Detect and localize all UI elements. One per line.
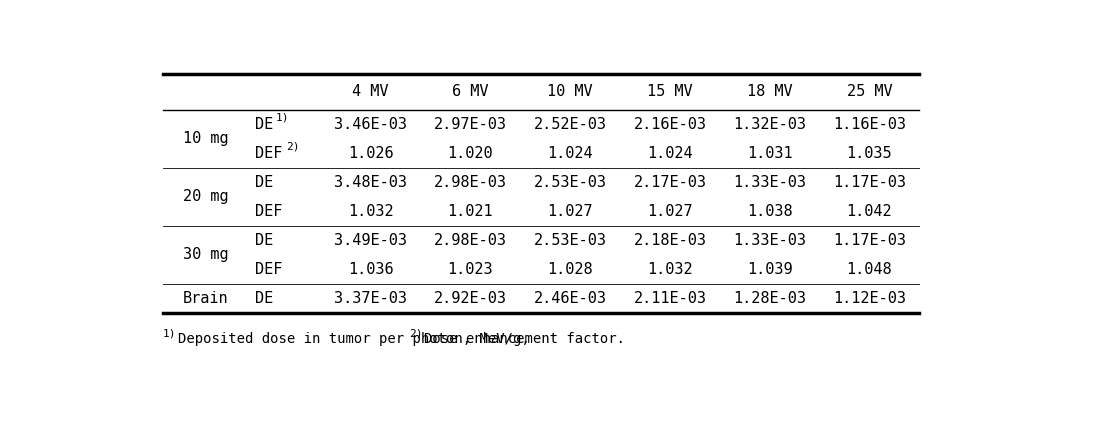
Text: 1.038: 1.038 xyxy=(747,204,792,219)
Text: 1.026: 1.026 xyxy=(348,146,394,161)
Text: 2.17E-03: 2.17E-03 xyxy=(634,175,706,190)
Text: 6 MV: 6 MV xyxy=(452,85,488,99)
Text: 1): 1) xyxy=(163,328,177,338)
Text: 2.16E-03: 2.16E-03 xyxy=(634,117,706,132)
Text: 1.33E-03: 1.33E-03 xyxy=(733,175,806,190)
Text: 1.021: 1.021 xyxy=(448,204,493,219)
Text: 1.032: 1.032 xyxy=(647,262,693,277)
Text: 1.035: 1.035 xyxy=(847,146,892,161)
Text: Deposited dose in tumor per photon, MeV/g,: Deposited dose in tumor per photon, MeV/… xyxy=(178,332,547,346)
Text: 3.46E-03: 3.46E-03 xyxy=(334,117,407,132)
Text: 1.023: 1.023 xyxy=(448,262,493,277)
Text: 1.024: 1.024 xyxy=(548,146,593,161)
Text: 18 MV: 18 MV xyxy=(747,85,792,99)
Text: 4 MV: 4 MV xyxy=(352,85,389,99)
Text: 2.11E-03: 2.11E-03 xyxy=(634,291,706,306)
Text: 20 mg: 20 mg xyxy=(183,190,229,204)
Text: 1.020: 1.020 xyxy=(448,146,493,161)
Text: 10 mg: 10 mg xyxy=(183,131,229,146)
Text: DEF: DEF xyxy=(255,204,283,219)
Text: 1.036: 1.036 xyxy=(348,262,394,277)
Text: Dose enhancement factor.: Dose enhancement factor. xyxy=(425,332,626,346)
Text: 1.024: 1.024 xyxy=(647,146,693,161)
Text: 1.031: 1.031 xyxy=(747,146,792,161)
Text: DE: DE xyxy=(255,117,274,132)
Text: DE: DE xyxy=(255,233,274,248)
Text: 2.97E-03: 2.97E-03 xyxy=(433,117,507,132)
Text: 2.98E-03: 2.98E-03 xyxy=(433,233,507,248)
Text: 1.039: 1.039 xyxy=(747,262,792,277)
Text: DE: DE xyxy=(255,175,274,190)
Text: 1.027: 1.027 xyxy=(647,204,693,219)
Text: 1.042: 1.042 xyxy=(847,204,892,219)
Text: 1.16E-03: 1.16E-03 xyxy=(833,117,906,132)
Text: 1.027: 1.027 xyxy=(548,204,593,219)
Text: 2.53E-03: 2.53E-03 xyxy=(534,175,606,190)
Text: 2): 2) xyxy=(286,142,299,152)
Text: DEF: DEF xyxy=(255,262,283,277)
Text: 1.032: 1.032 xyxy=(348,204,394,219)
Text: Brain: Brain xyxy=(183,291,229,306)
Text: 10 MV: 10 MV xyxy=(548,85,593,99)
Text: 3.48E-03: 3.48E-03 xyxy=(334,175,407,190)
Text: 1.17E-03: 1.17E-03 xyxy=(833,233,906,248)
Text: 2.98E-03: 2.98E-03 xyxy=(433,175,507,190)
Text: 1.12E-03: 1.12E-03 xyxy=(833,291,906,306)
Text: 2): 2) xyxy=(409,328,422,338)
Text: 2.46E-03: 2.46E-03 xyxy=(534,291,606,306)
Text: 1): 1) xyxy=(276,113,289,123)
Text: 1.17E-03: 1.17E-03 xyxy=(833,175,906,190)
Text: 1.048: 1.048 xyxy=(847,262,892,277)
Text: 2.53E-03: 2.53E-03 xyxy=(534,233,606,248)
Text: DEF: DEF xyxy=(255,146,283,161)
Text: DE: DE xyxy=(255,291,274,306)
Text: 3.37E-03: 3.37E-03 xyxy=(334,291,407,306)
Text: 1.32E-03: 1.32E-03 xyxy=(733,117,806,132)
Text: 1.028: 1.028 xyxy=(548,262,593,277)
Text: 1.28E-03: 1.28E-03 xyxy=(733,291,806,306)
Text: 2.92E-03: 2.92E-03 xyxy=(433,291,507,306)
Text: 30 mg: 30 mg xyxy=(183,247,229,262)
Text: 15 MV: 15 MV xyxy=(647,85,693,99)
Text: 1.33E-03: 1.33E-03 xyxy=(733,233,806,248)
Text: 2.18E-03: 2.18E-03 xyxy=(634,233,706,248)
Text: 3.49E-03: 3.49E-03 xyxy=(334,233,407,248)
Text: 2.52E-03: 2.52E-03 xyxy=(534,117,606,132)
Text: 25 MV: 25 MV xyxy=(847,85,892,99)
